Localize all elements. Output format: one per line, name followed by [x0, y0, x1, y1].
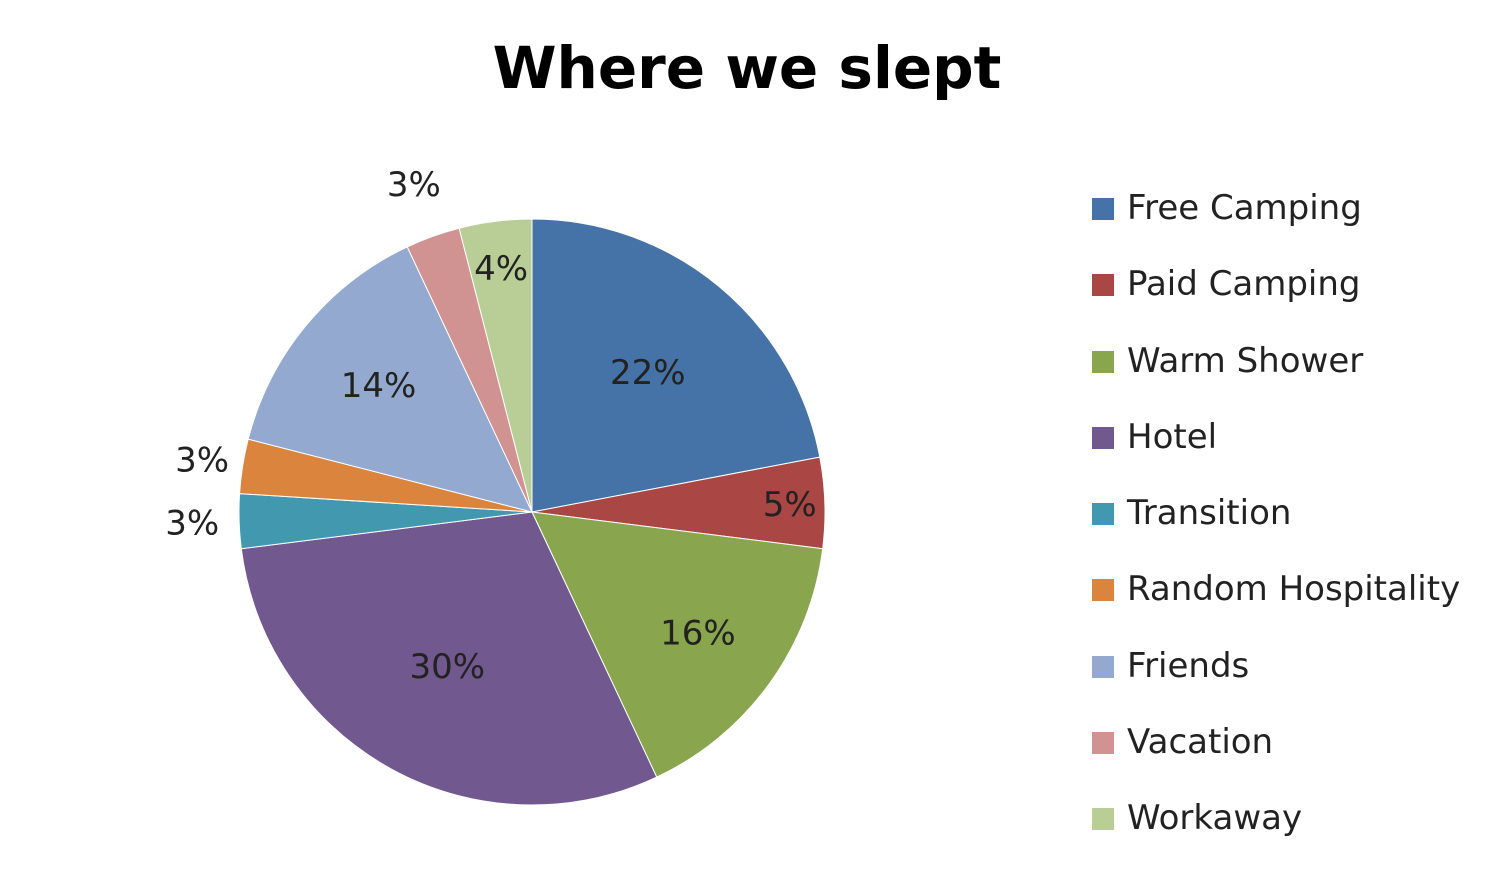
data-label: 3% [165, 504, 219, 544]
legend-label: Random Hospitality [1127, 569, 1461, 610]
legend-label: Friends [1127, 645, 1250, 686]
pie-slice-warm-shower [531, 511, 824, 778]
data-label: 22% [610, 353, 686, 393]
legend-item: Paid Camping [1092, 264, 1460, 340]
legend-item: Warm Shower [1092, 341, 1460, 417]
legend-swatch [1092, 274, 1114, 297]
legend-item: Free Camping [1092, 188, 1460, 264]
pie-slice-workaway [458, 218, 533, 513]
legend-label: Free Camping [1127, 188, 1362, 228]
data-label: 3% [175, 441, 229, 481]
legend-label: Paid Camping [1127, 264, 1361, 305]
legend-label: Vacation [1127, 722, 1274, 763]
legend-item: Friends [1092, 646, 1460, 722]
legend-swatch [1092, 579, 1114, 602]
data-label: 30% [410, 647, 486, 687]
legend-label: Warm Shower [1127, 340, 1364, 381]
legend-item: Hotel [1092, 417, 1460, 493]
data-label: 4% [474, 249, 528, 289]
data-label: 3% [387, 165, 441, 205]
data-label: 16% [660, 614, 736, 654]
data-label: 5% [763, 485, 817, 525]
legend-label: Hotel [1127, 416, 1218, 457]
legend-item: Vacation [1092, 722, 1460, 798]
legend-swatch [1092, 350, 1114, 373]
pie-slice-free-camping [531, 218, 821, 513]
legend-label: Workaway [1127, 798, 1303, 839]
pie-slice-hotel [240, 511, 658, 806]
pie-slice-friends [247, 246, 533, 513]
legend-swatch [1092, 426, 1114, 449]
legend-swatch [1092, 808, 1114, 831]
chart-title: Where we slept [492, 34, 1002, 102]
legend-item: Random Hospitality [1092, 569, 1460, 645]
legend-swatch [1092, 655, 1114, 678]
legend-item: Transition [1092, 493, 1460, 569]
pie-chart: 22% 5% 16% 30% 3% 3% 14% 3% 4% [165, 165, 826, 806]
legend-swatch [1092, 503, 1114, 526]
legend-swatch [1092, 198, 1114, 220]
legend: Free Camping Paid Camping Warm Shower Hotel… [1092, 188, 1460, 875]
legend-item: Workaway [1092, 798, 1460, 874]
data-label: 14% [341, 366, 417, 406]
legend-swatch [1092, 732, 1114, 755]
legend-label: Transition [1127, 493, 1292, 534]
